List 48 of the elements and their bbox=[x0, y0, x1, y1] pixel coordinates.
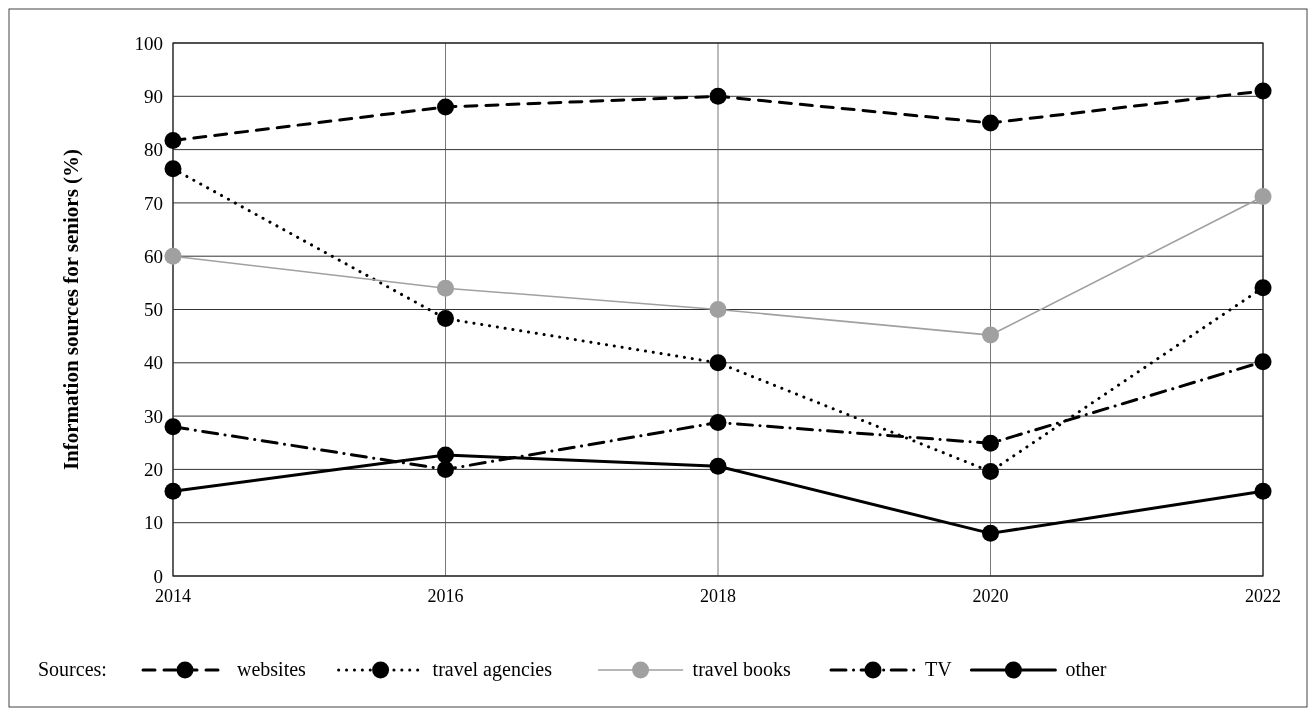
point bbox=[709, 87, 727, 105]
legend-label: travel agencies bbox=[432, 658, 553, 681]
y-tick-label: 0 bbox=[153, 565, 163, 587]
point bbox=[437, 310, 454, 328]
point bbox=[982, 463, 999, 481]
x-tick-label: 2018 bbox=[700, 586, 736, 606]
y-tick-label: 50 bbox=[144, 299, 163, 321]
legend-label: travel books bbox=[692, 658, 792, 680]
point bbox=[1254, 82, 1272, 100]
point bbox=[982, 114, 999, 132]
y-tick-label: 60 bbox=[144, 245, 163, 267]
point bbox=[164, 160, 182, 178]
point bbox=[164, 132, 182, 150]
point bbox=[437, 279, 454, 297]
point bbox=[982, 434, 999, 452]
point bbox=[1254, 279, 1272, 297]
y-tick-label: 20 bbox=[144, 459, 163, 481]
y-tick-label: 80 bbox=[144, 139, 163, 161]
x-tick-label: 2020 bbox=[972, 586, 1009, 606]
point bbox=[437, 460, 454, 478]
x-tick-label: 2022 bbox=[1245, 586, 1281, 606]
point bbox=[1254, 353, 1272, 371]
point bbox=[164, 482, 182, 500]
point bbox=[164, 418, 182, 436]
y-tick-label: 100 bbox=[134, 32, 163, 54]
x-tick-label: 2016 bbox=[427, 586, 464, 606]
y-tick-label: 30 bbox=[144, 405, 163, 427]
x-tick-label: 2014 bbox=[155, 586, 191, 606]
legend-label: other bbox=[1065, 658, 1107, 680]
y-tick-label: 10 bbox=[144, 512, 163, 534]
legend-title: Sources: bbox=[38, 658, 107, 680]
y-tick-label: 90 bbox=[144, 85, 163, 107]
point bbox=[982, 326, 999, 344]
legend-label: TV bbox=[925, 658, 953, 680]
point bbox=[709, 414, 727, 431]
point bbox=[709, 354, 727, 372]
point bbox=[709, 457, 727, 475]
y-axis-title: Information sources for seniors (%) bbox=[59, 148, 83, 471]
point bbox=[982, 524, 999, 542]
point bbox=[1254, 482, 1272, 500]
point bbox=[164, 247, 182, 265]
legend-label: websites bbox=[237, 658, 307, 680]
y-tick-label: 70 bbox=[144, 192, 163, 214]
point bbox=[709, 301, 727, 318]
point bbox=[437, 98, 454, 116]
point bbox=[1254, 188, 1272, 205]
point bbox=[437, 446, 454, 464]
y-tick-label: 40 bbox=[144, 352, 163, 374]
